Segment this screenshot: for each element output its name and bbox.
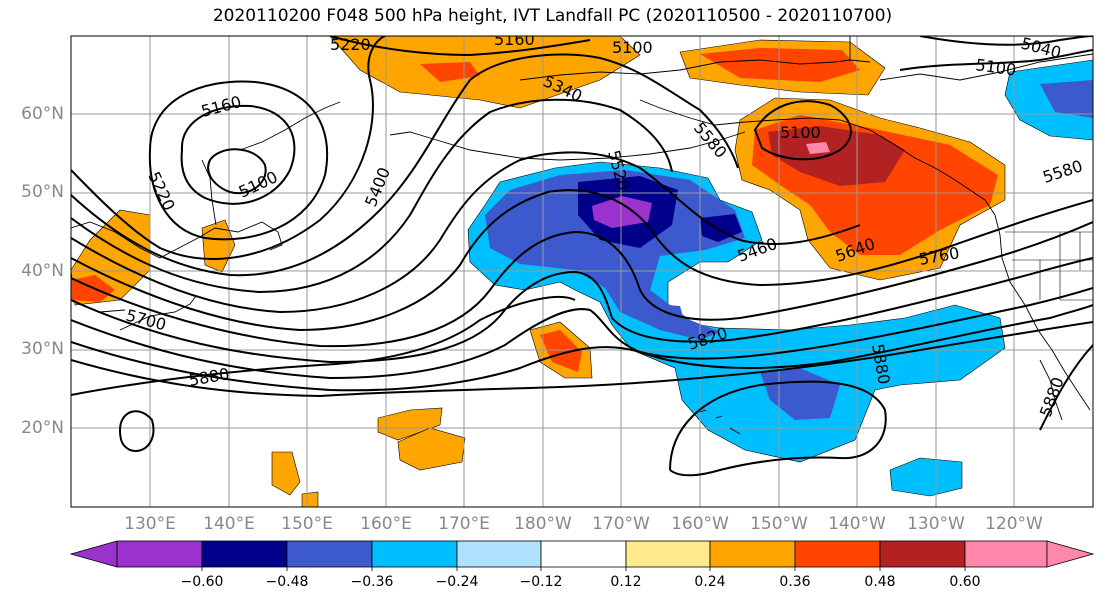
contour-5700 bbox=[71, 287, 1093, 380]
ivt-pos-core-zone bbox=[768, 126, 905, 186]
coastlines bbox=[71, 36, 1093, 435]
lon-label: 150°W bbox=[750, 514, 808, 534]
lon-label: 160°E bbox=[360, 514, 412, 534]
ivt-pos-peak-zone bbox=[806, 142, 830, 154]
state-borders bbox=[1005, 231, 1093, 301]
colorbar-tick-label: −0.60 bbox=[180, 574, 224, 590]
ivt-neg-east-lobe bbox=[700, 214, 742, 242]
ivt-pos-dateline-inner bbox=[540, 330, 582, 372]
colorbar-max-extend bbox=[1046, 540, 1095, 568]
colorbar bbox=[69, 540, 1095, 571]
colorbar-tick-label: 0.12 bbox=[610, 574, 642, 590]
ivt-negative-field bbox=[467, 59, 1093, 497]
colorbar-swatch bbox=[709, 540, 796, 568]
contour-5400 bbox=[71, 98, 673, 294]
lat-label: 50°N bbox=[21, 182, 64, 202]
contour-low-5100 bbox=[207, 148, 267, 195]
colorbar-tick-label: −0.48 bbox=[265, 574, 309, 590]
lon-label: 170°W bbox=[592, 514, 650, 534]
colorbar-tick-label: 0.36 bbox=[779, 574, 811, 590]
contour-label: 5160 bbox=[494, 30, 535, 49]
coastline-bc bbox=[869, 129, 996, 216]
ivt-pos-south-patch-1 bbox=[377, 407, 443, 441]
ivt-neg-extreme-zone bbox=[592, 196, 652, 228]
ivt-pos-south-patch-4 bbox=[301, 491, 319, 507]
contour-5820 bbox=[71, 321, 1093, 398]
coastline-alaska-south bbox=[639, 99, 871, 131]
lat-label: 40°N bbox=[21, 261, 64, 281]
lon-label: 130°W bbox=[907, 514, 965, 534]
map-plot-area: 5220 5160 5100 5040 5100 5340 5160 5220 … bbox=[71, 30, 1093, 507]
contour-5100-northeast bbox=[899, 49, 1093, 71]
coastline-asia bbox=[71, 221, 283, 259]
colorbar-swatch bbox=[879, 540, 966, 568]
colorbar-tick-label: −0.12 bbox=[519, 574, 563, 590]
coastline-alaska bbox=[519, 59, 871, 81]
contour-label: 5220 bbox=[330, 35, 371, 54]
lon-label: 120°W bbox=[985, 514, 1043, 534]
colorbar-tick-label: −0.36 bbox=[350, 574, 394, 590]
contour-low-5160 bbox=[180, 104, 296, 205]
contour-5880-west bbox=[71, 295, 576, 396]
ivt-neg-northeast-core bbox=[1040, 80, 1093, 118]
colorbar-swatch bbox=[371, 540, 458, 568]
coastline-hawaii bbox=[699, 409, 741, 435]
contour-5460 bbox=[71, 151, 861, 314]
colorbar-tick-label: 0.48 bbox=[864, 574, 896, 590]
ivt-neg-mid-zone bbox=[485, 170, 745, 340]
colorbar-swatch bbox=[116, 540, 203, 568]
ivt-pos-north-inner bbox=[420, 62, 480, 82]
colorbar-swatch bbox=[456, 540, 542, 568]
colorbar-swatch bbox=[794, 540, 881, 568]
contour-5280 bbox=[71, 36, 386, 260]
map-frame bbox=[70, 35, 1094, 508]
lat-label: 30°N bbox=[21, 339, 64, 359]
contour-5340 bbox=[71, 53, 739, 277]
lon-label: 140°W bbox=[828, 514, 886, 534]
lon-label: 140°E bbox=[203, 514, 255, 534]
lat-label: 60°N bbox=[21, 104, 64, 124]
contour-label: 5100 bbox=[780, 123, 821, 142]
contour-5760 bbox=[71, 304, 1093, 392]
coastline-japan bbox=[99, 295, 197, 331]
ivt-pos-south-patch-3 bbox=[271, 451, 301, 496]
lat-label: 20°N bbox=[21, 418, 64, 438]
contour-label: 5100 bbox=[612, 38, 653, 57]
colorbar-tick-label: 0.24 bbox=[694, 574, 726, 590]
contour-5100-east bbox=[753, 100, 852, 161]
colorbar-min-extend bbox=[69, 540, 118, 568]
coastline-sakhalin bbox=[201, 159, 217, 226]
colorbar-swatch bbox=[540, 540, 627, 568]
contour-low-5220 bbox=[148, 80, 329, 241]
colorbar-swatch bbox=[964, 540, 1048, 568]
coastline-baja bbox=[1039, 359, 1063, 421]
contour-5640 bbox=[71, 257, 1093, 364]
ivt-pos-gulf-inner bbox=[700, 48, 860, 82]
colorbar-swatch bbox=[286, 540, 373, 568]
ivt-neg-south-blob bbox=[889, 457, 963, 497]
contour-5520 bbox=[71, 189, 1093, 332]
lon-label: 150°E bbox=[281, 514, 333, 534]
colorbar-tick-label: 0.60 bbox=[949, 574, 981, 590]
lon-label: 180°W bbox=[514, 514, 572, 534]
colorbar-swatch bbox=[201, 540, 288, 568]
height-contours bbox=[71, 36, 1093, 477]
lon-label: 170°E bbox=[438, 514, 490, 534]
colorbar-tick-label: −0.24 bbox=[435, 574, 479, 590]
lon-label: 130°E bbox=[124, 514, 176, 534]
lon-label: 160°W bbox=[671, 514, 729, 534]
coastline-kamchatka bbox=[239, 101, 341, 151]
contour-5580 bbox=[71, 221, 1093, 348]
contour-5880-subtropical bbox=[669, 380, 887, 477]
contour-5880-closed-low bbox=[118, 410, 155, 452]
contour-5040-north bbox=[919, 36, 1093, 46]
coastline-aleutians bbox=[389, 131, 746, 161]
contour-5160-north bbox=[329, 36, 591, 57]
colorbar-swatch bbox=[625, 540, 711, 568]
contour-5880-east bbox=[1039, 344, 1093, 431]
coastline-north-america bbox=[994, 214, 1091, 411]
page-title: 2020110200 F048 500 hPa height, IVT Land… bbox=[212, 6, 893, 26]
coastline-canada-north bbox=[849, 36, 1093, 81]
